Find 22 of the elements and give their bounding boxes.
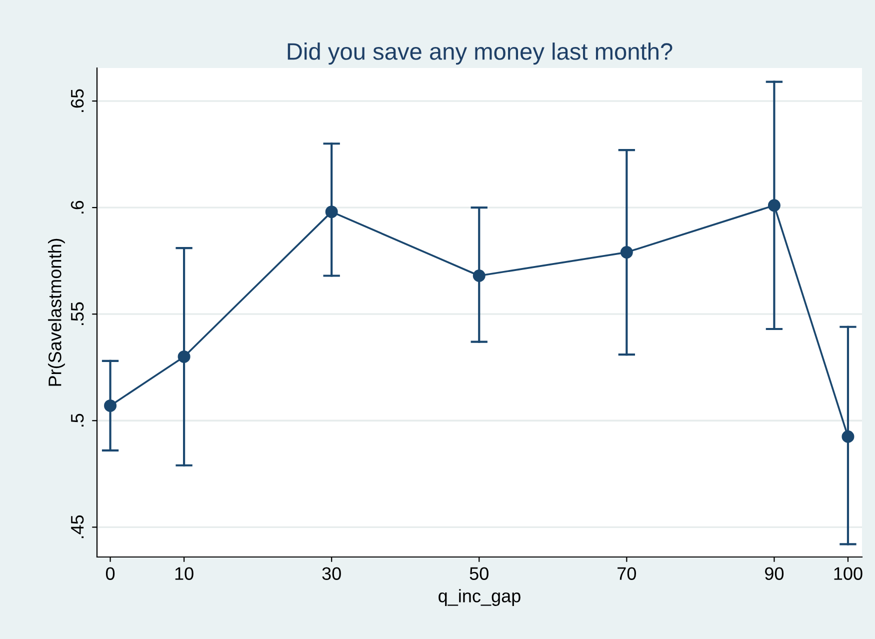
x-tick-label: 70	[618, 567, 636, 580]
x-tick-label: 50	[470, 567, 488, 580]
point	[472, 269, 486, 282]
y-axis-title: Pr(Savelastmonth)	[48, 238, 65, 386]
point	[842, 430, 854, 443]
x-tick-label: 30	[322, 567, 341, 580]
x-tick-label: 100	[834, 567, 862, 580]
chart-title: Did you save any money last month?	[288, 42, 672, 65]
y-tick-label: .6	[70, 200, 84, 214]
x-tick-label: 0	[106, 567, 115, 580]
point	[104, 399, 117, 412]
x-tick-label: 10	[175, 567, 194, 580]
point	[768, 199, 780, 212]
point	[178, 350, 190, 363]
y-tick-label: .65	[70, 89, 84, 112]
y-tick-label: .55	[71, 302, 84, 325]
point	[325, 206, 338, 218]
point	[620, 246, 633, 259]
y-tick-label: .5	[71, 414, 84, 427]
y-tick-label: .45	[71, 515, 84, 538]
x-tick-label: 90	[765, 567, 784, 580]
x-axis-title: q_inc_gap	[438, 589, 520, 606]
